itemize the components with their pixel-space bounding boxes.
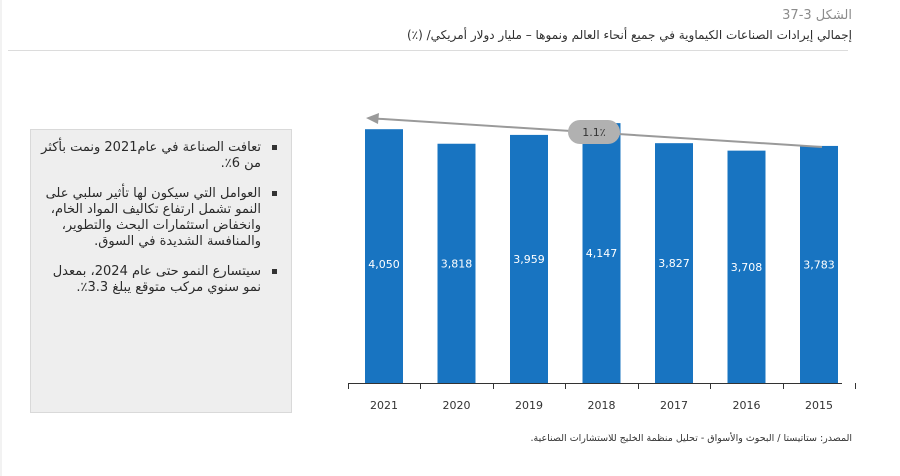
bar-2018 bbox=[582, 123, 621, 383]
key-point-1-text: تعافت الصناعة في عام2021 ونمت بأكثر من 6… bbox=[41, 140, 261, 171]
x-tick-label-2021: 2021 bbox=[370, 399, 398, 412]
figure-title: إجمالي إيرادات الصناعات الكيماوية في جمي… bbox=[407, 28, 852, 42]
key-points-list: تعافت الصناعة في عام2021 ونمت بأكثر من 6… bbox=[39, 140, 277, 310]
x-tick-label-2015: 2015 bbox=[805, 399, 833, 412]
bar-2019 bbox=[510, 134, 548, 383]
x-tick-label-2016: 2016 bbox=[733, 399, 761, 412]
key-point-3: سيتسارع النمو حتى عام 2024، بمعدل نمو سن… bbox=[39, 264, 277, 296]
data-label-2021: 4,050 bbox=[368, 258, 400, 271]
title-divider bbox=[8, 50, 848, 51]
bar-2020 bbox=[437, 143, 476, 383]
key-point-3-text: سيتسارع النمو حتى عام 2024، بمعدل نمو سن… bbox=[52, 264, 261, 295]
bullet-square-icon bbox=[272, 269, 277, 274]
page-left-stripe bbox=[0, 0, 2, 476]
bullet-square-icon bbox=[272, 145, 277, 150]
data-label-2016: 3,708 bbox=[731, 261, 763, 274]
bar-2016 bbox=[727, 150, 766, 383]
trend-badge bbox=[568, 120, 620, 144]
key-point-2-text: العوامل التي سيكون لها تأثير سلبي على ال… bbox=[45, 186, 261, 249]
data-label-2015: 3,783 bbox=[803, 258, 835, 271]
bullet-square-icon bbox=[272, 191, 277, 196]
data-label-2019: 3,959 bbox=[513, 253, 545, 266]
bar-2017 bbox=[655, 143, 693, 383]
x-tick-label-2020: 2020 bbox=[443, 399, 471, 412]
bar-2015 bbox=[800, 145, 838, 383]
trend-arrow-head-icon bbox=[366, 113, 379, 124]
key-point-1: تعافت الصناعة في عام2021 ونمت بأكثر من 6… bbox=[39, 140, 277, 172]
source-note: المصدر: ستاتيستا / البحوث والأسواق - تحل… bbox=[530, 433, 852, 444]
x-tick-label-2017: 2017 bbox=[660, 399, 688, 412]
data-label-2018: 4,147 bbox=[586, 247, 618, 260]
key-points-panel: تعافت الصناعة في عام2021 ونمت بأكثر من 6… bbox=[30, 129, 292, 413]
data-label-2017: 3,827 bbox=[658, 257, 690, 270]
trend-badge-label: 1.1٪ bbox=[582, 126, 605, 139]
x-tick-label-2018: 2018 bbox=[588, 399, 616, 412]
data-label-2020: 3,818 bbox=[441, 257, 473, 270]
bar-2021 bbox=[365, 129, 403, 383]
figure-number: الشكل 3-37 bbox=[782, 8, 852, 23]
x-tick-label-2019: 2019 bbox=[515, 399, 543, 412]
key-point-2: العوامل التي سيكون لها تأثير سلبي على ال… bbox=[39, 186, 277, 250]
